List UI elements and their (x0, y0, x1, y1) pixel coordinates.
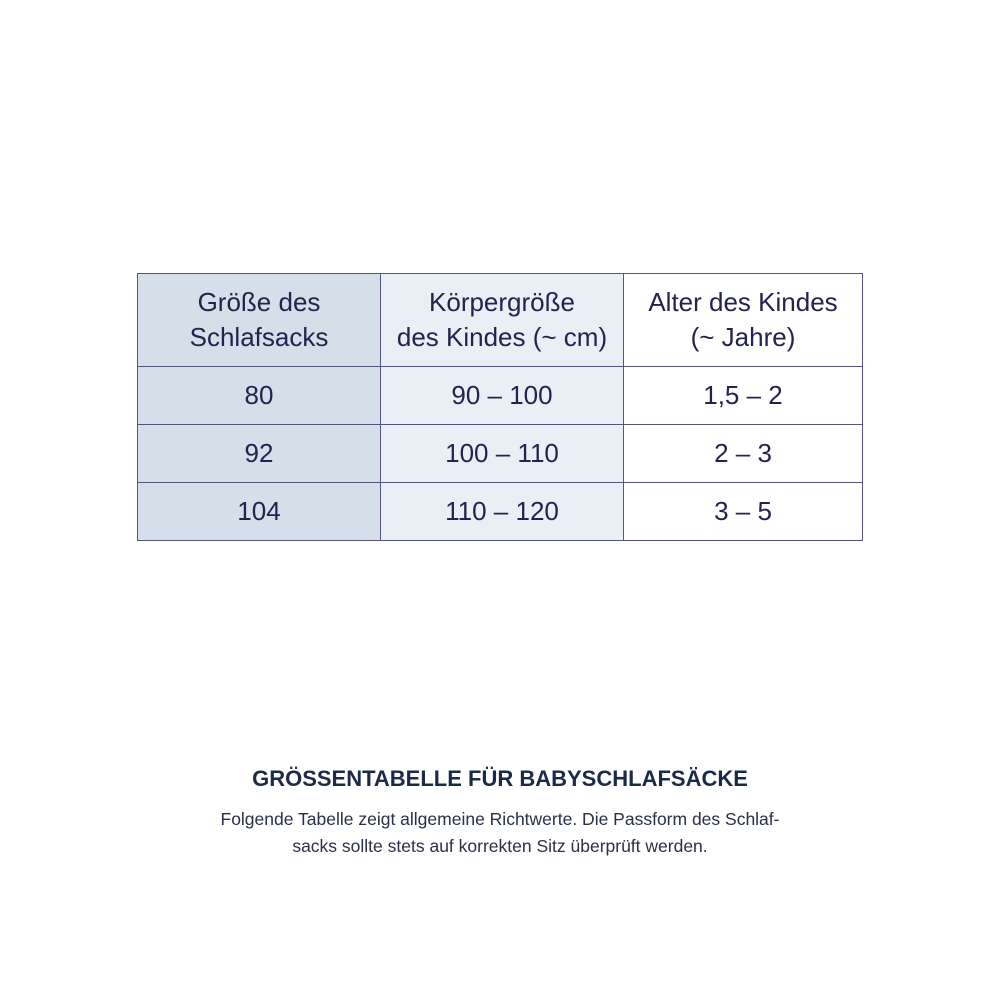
table-header-row: Größe des Schlafsacks Körpergröße des Kind… (137, 273, 863, 367)
cell-size: 104 (137, 482, 381, 541)
cell-size: 92 (137, 424, 381, 483)
caption-description: Folgende Tabelle zeigt allgemeine Richtw… (195, 806, 805, 860)
header-cell-size: Größe des Schlafsacks (137, 273, 381, 367)
table-row: 92 100 – 110 2 – 3 (137, 424, 863, 483)
header-cell-age: Alter des Kindes (~ Jahre) (623, 273, 863, 367)
header-line: Alter des Kindes (648, 287, 838, 317)
table-row: 80 90 – 100 1,5 – 2 (137, 366, 863, 425)
cell-height: 90 – 100 (380, 366, 624, 425)
header-cell-height: Körpergröße des Kindes (~ cm) (380, 273, 624, 367)
cell-age: 3 – 5 (623, 482, 863, 541)
caption-line: sacks sollte stets auf korrekten Sitz üb… (292, 836, 708, 856)
caption-line: Folgende Tabelle zeigt allgemeine Richtw… (220, 809, 780, 829)
header-line: Körpergröße (429, 287, 575, 317)
cell-size: 80 (137, 366, 381, 425)
cell-height: 110 – 120 (380, 482, 624, 541)
header-line: des Kindes (~ cm) (396, 322, 608, 352)
cell-height: 100 – 110 (380, 424, 624, 483)
header-line: Größe des (197, 287, 321, 317)
cell-age: 2 – 3 (623, 424, 863, 483)
header-line: Schlafsacks (189, 322, 329, 352)
table-row: 104 110 – 120 3 – 5 (137, 482, 863, 541)
cell-age: 1,5 – 2 (623, 366, 863, 425)
caption-title: GRÖSSENTABELLE FÜR BABYSCHLAFSÄCKE (252, 766, 748, 791)
header-line: (~ Jahre) (690, 322, 796, 352)
size-table: Größe des Schlafsacks Körpergröße des Kind… (137, 273, 863, 541)
